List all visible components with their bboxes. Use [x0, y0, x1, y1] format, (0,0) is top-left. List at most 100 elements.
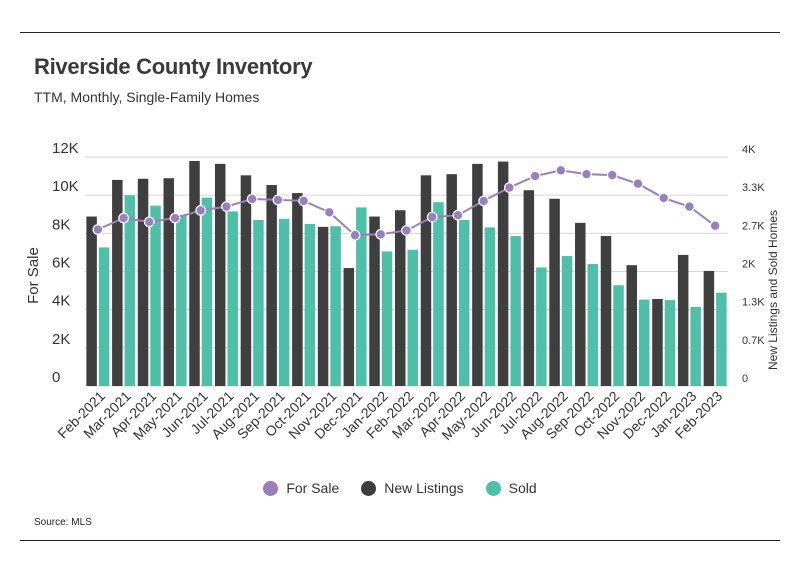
- for-sale-point: [606, 169, 618, 181]
- bar-new-listings: [420, 175, 432, 386]
- for-sale-point: [298, 195, 310, 207]
- bar-new-listings: [703, 270, 715, 386]
- for-sale-swatch: [263, 480, 279, 496]
- for-sale-point: [658, 192, 670, 204]
- bar-new-listings: [343, 268, 355, 386]
- bar-new-listings: [626, 265, 637, 386]
- legend-item-sold[interactable]: Sold: [485, 480, 537, 496]
- bar-sold: [716, 292, 727, 386]
- bar-sold: [664, 300, 676, 386]
- bar-sold: [510, 236, 521, 386]
- for-sale-point: [323, 206, 335, 218]
- bar-new-listings: [240, 175, 252, 386]
- bar-sold: [381, 251, 393, 386]
- for-sale-point: [401, 225, 412, 236]
- y-right-tick-label: 2.7K: [742, 220, 765, 232]
- bar-new-listings: [369, 216, 380, 386]
- bar-sold: [201, 197, 213, 386]
- sold-swatch: [485, 480, 501, 496]
- for-sale-point: [478, 195, 490, 207]
- bar-new-listings: [472, 163, 483, 386]
- for-sale-point: [529, 170, 541, 182]
- bar-sold: [484, 227, 496, 386]
- bar-sold: [150, 205, 161, 386]
- for-sale-point: [426, 211, 438, 223]
- for-sale-point: [169, 212, 181, 224]
- y-left-tick-label: 2K: [52, 331, 70, 348]
- bar-sold: [536, 267, 547, 386]
- legend: For Sale New Listings Sold: [0, 480, 800, 496]
- bar-sold: [330, 226, 341, 386]
- bar-sold: [124, 195, 136, 386]
- legend-label-new-listings: New Listings: [384, 480, 464, 496]
- top-rule: [20, 32, 780, 33]
- bar-new-listings: [600, 236, 612, 386]
- bar-new-listings: [266, 185, 277, 386]
- y-right-tick-label: 3.3K: [742, 182, 765, 194]
- for-sale-point: [684, 201, 695, 213]
- bar-sold: [304, 223, 316, 386]
- y-left-tick-label: 4K: [52, 293, 70, 310]
- for-sale-point: [246, 193, 258, 205]
- new-listings-swatch: [361, 480, 377, 496]
- for-sale-point: [503, 182, 515, 193]
- bar-new-listings: [549, 198, 560, 386]
- y-right-tick-label: 2K: [742, 259, 756, 271]
- chart-subtitle: TTM, Monthly, Single-Family Homes: [34, 89, 260, 105]
- inventory-chart: 0 2K 4K 6K 8K 10K 12K 0 0.7K 1.3K 2K 2.7K 3.3K 4K For …: [25, 140, 780, 443]
- legend-label-for-sale: For Sale: [286, 480, 340, 496]
- bar-new-listings: [189, 161, 200, 386]
- bar-new-listings: [317, 226, 329, 386]
- chart-title: Riverside County Inventory: [34, 54, 313, 79]
- for-sale-point: [92, 224, 104, 235]
- bar-sold: [561, 256, 573, 386]
- bar-sold: [227, 211, 238, 386]
- bar-sold: [587, 264, 599, 386]
- y-right-tick-label: 4K: [742, 144, 756, 156]
- legend-item-new-listings[interactable]: New Listings: [361, 480, 464, 496]
- bar-new-listings: [497, 161, 509, 386]
- for-sale-point: [349, 229, 361, 241]
- legend-label-sold: Sold: [508, 480, 537, 496]
- bar-new-listings: [446, 174, 457, 386]
- y-right-axis-title: New Listings and Sold Homes: [766, 210, 780, 370]
- legend-item-for-sale[interactable]: For Sale: [263, 480, 339, 496]
- bar-new-listings: [163, 178, 175, 386]
- bar-new-listings: [112, 179, 123, 386]
- y-left-tick-label: 8K: [52, 216, 70, 233]
- bottom-rule: [20, 540, 780, 541]
- for-sale-point: [581, 168, 592, 180]
- bar-sold: [176, 214, 187, 386]
- for-sale-point: [709, 220, 721, 232]
- bar-new-listings: [395, 210, 406, 386]
- y-right-tick-label: 0: [742, 373, 748, 385]
- y-left-axis-title: For Sale: [25, 247, 42, 304]
- bar-new-listings: [575, 222, 586, 386]
- y-left-tick-label: 10K: [52, 178, 79, 195]
- bar-sold: [433, 202, 444, 386]
- y-right-tick-label: 1.3K: [742, 297, 765, 309]
- bar-sold: [98, 247, 110, 386]
- for-sale-point: [452, 209, 464, 221]
- bar-sold: [638, 299, 650, 386]
- bar-new-listings: [292, 193, 303, 386]
- for-sale-point: [195, 205, 207, 216]
- for-sale-point: [632, 178, 644, 190]
- bar-sold: [253, 219, 264, 386]
- for-sale-point: [375, 228, 387, 240]
- for-sale-point: [221, 201, 232, 213]
- for-sale-point: [272, 194, 284, 206]
- for-sale-point: [555, 164, 567, 176]
- bar-sold: [407, 249, 418, 386]
- y-right-tick-label: 0.7K: [742, 335, 765, 347]
- bar-new-listings: [652, 298, 663, 386]
- bar-sold: [356, 207, 367, 386]
- bar-new-listings: [214, 163, 226, 386]
- bar-new-listings: [523, 190, 535, 386]
- source-note: Source: MLS: [34, 517, 92, 528]
- bar-sold: [613, 285, 624, 386]
- y-left-tick-label: 0: [52, 369, 60, 386]
- for-sale-point: [143, 216, 155, 228]
- y-left-tick-label: 12K: [52, 140, 79, 157]
- bar-new-listings: [677, 254, 689, 386]
